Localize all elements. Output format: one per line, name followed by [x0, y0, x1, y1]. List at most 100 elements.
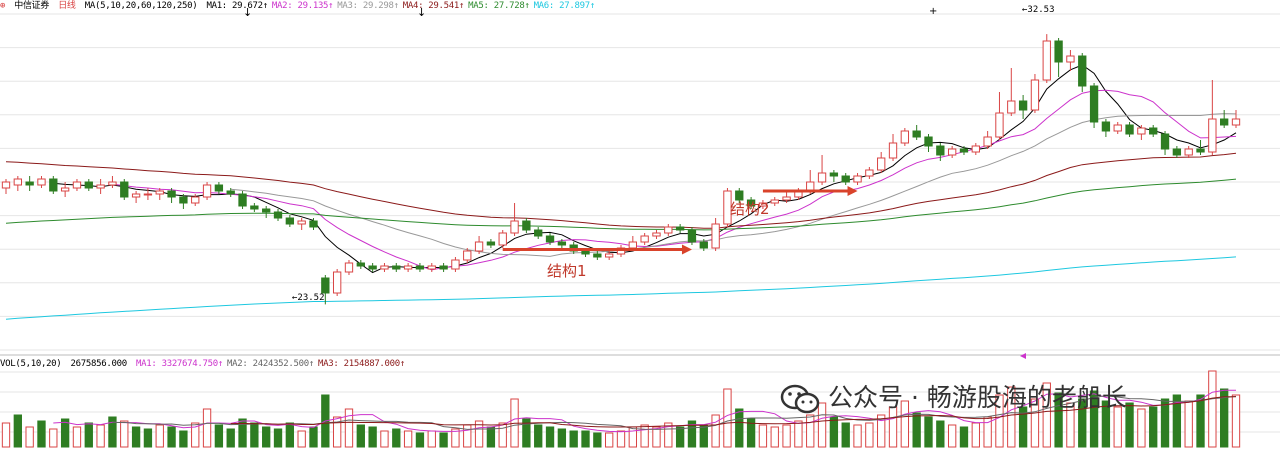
candle-body: [1113, 124, 1122, 132]
candle-body: [37, 178, 46, 186]
candle-body: [545, 235, 555, 243]
ma-value-4: MA4: 29.541↑: [402, 1, 465, 11]
volume-bar: [392, 428, 401, 448]
candle-body: [924, 136, 933, 147]
period-label[interactable]: 日线: [58, 1, 76, 11]
candle-body: [368, 265, 377, 270]
candle-body: [344, 262, 354, 273]
volume-bar: [1149, 406, 1158, 448]
volume-bar: [758, 424, 768, 448]
candle-body: [143, 193, 153, 196]
candle-body: [983, 136, 992, 147]
volume-bar: [96, 424, 105, 448]
stock-name: 中信证券: [14, 1, 50, 11]
volume-bar: [179, 430, 188, 448]
wechat-icon: [780, 384, 820, 414]
candle-body: [1137, 127, 1146, 135]
candle-body: [829, 172, 839, 177]
candle-body: [1018, 100, 1028, 111]
chart-grid: [0, 13, 1280, 433]
volume-ma-values: MA1: 3327674.750↑ MA2: 2424352.500↑ MA3: 2…: [136, 359, 409, 369]
volume-bar: [557, 428, 567, 448]
candle-body: [214, 184, 224, 192]
candle-body: [120, 181, 129, 198]
candle-body: [179, 196, 188, 204]
volume-bar: [356, 424, 365, 448]
ma-line-20: [230, 113, 1237, 257]
candle-body: [463, 250, 472, 261]
volume-bar: [723, 388, 732, 448]
candle-body: [238, 193, 247, 207]
volume-bar: [202, 408, 212, 448]
candle-body: [498, 232, 507, 246]
volume-bar: [853, 424, 862, 448]
ma-value-3: MA3: 29.298↑: [337, 1, 399, 11]
volume-bar: [711, 414, 720, 448]
volume-bar: [285, 422, 295, 448]
volume-bar: [309, 426, 318, 448]
candle-body: [1184, 148, 1193, 156]
candle-body: [746, 199, 756, 207]
low-price-label: ←23.52: [292, 293, 325, 303]
candle-body: [971, 145, 980, 153]
volume-bar: [912, 412, 921, 448]
volume-bar: [1160, 398, 1170, 448]
marker-1: ↓: [243, 6, 252, 19]
volume-bar: [782, 424, 791, 448]
candle-body: [60, 187, 70, 192]
volume-ma-lines: [53, 389, 1237, 433]
price-header: ⊕ 中信证券 日线 MA(5,10,20,60,120,250) MA1: 29…: [0, 0, 603, 12]
structure2-arrow-head: [847, 186, 858, 196]
candle-body: [1066, 55, 1075, 63]
volume-bar: [1007, 386, 1016, 448]
volume-bar: [155, 424, 164, 448]
volume-bar: [49, 428, 58, 448]
candle-body: [1196, 148, 1205, 153]
volume-bar: [1030, 398, 1040, 448]
candle-body: [593, 253, 602, 258]
volume-bar: [605, 432, 614, 448]
volume-bar: [1220, 388, 1229, 448]
volume-bar: [1042, 382, 1051, 448]
volume-bar: [581, 430, 590, 448]
app-menu-icon[interactable]: ⊕: [0, 1, 6, 11]
candle-body: [108, 181, 117, 186]
candle-body: [758, 202, 768, 207]
volume-bar: [947, 424, 957, 448]
moving-average-lines: [5, 64, 1237, 320]
volume-bar: [191, 422, 200, 448]
candle-body: [1054, 40, 1063, 63]
candle-body: [486, 241, 496, 246]
volume-bar: [746, 418, 756, 448]
volume-bar: [84, 422, 93, 448]
ma-line-60: [5, 152, 1237, 229]
vol-ma-value-2: MA2: 2424352.500↑: [227, 359, 315, 369]
volume-bar: [735, 408, 744, 448]
volume-bar: [250, 422, 259, 448]
volume-bar: [522, 418, 531, 448]
candle-body: [1089, 85, 1099, 123]
volume-bar: [1, 422, 11, 448]
volume-bar: [1125, 402, 1134, 448]
candle-body: [900, 130, 910, 144]
volume-value: 2675856.000: [70, 359, 128, 369]
candle-body: [557, 241, 567, 246]
candle-body: [1208, 118, 1217, 153]
volume-bar: [1172, 394, 1182, 448]
volume-bar: [463, 424, 472, 448]
volume-bar: [569, 430, 578, 448]
volume-bar: [1078, 398, 1087, 448]
candle-body: [888, 142, 898, 159]
candle-body: [1172, 148, 1182, 156]
candle-body: [131, 193, 141, 198]
volume-bar: [1054, 392, 1063, 448]
ma-line-10: [112, 89, 1237, 271]
volume-bar: [1137, 408, 1146, 448]
candle-body: [226, 190, 235, 195]
volume-bar: [995, 394, 1004, 448]
volume-params: VOL(5,10,20): [0, 359, 62, 369]
volume-bar: [1208, 370, 1217, 448]
candle-body: [782, 196, 791, 201]
volume-bar: [262, 426, 271, 448]
candle-body: [84, 181, 93, 189]
